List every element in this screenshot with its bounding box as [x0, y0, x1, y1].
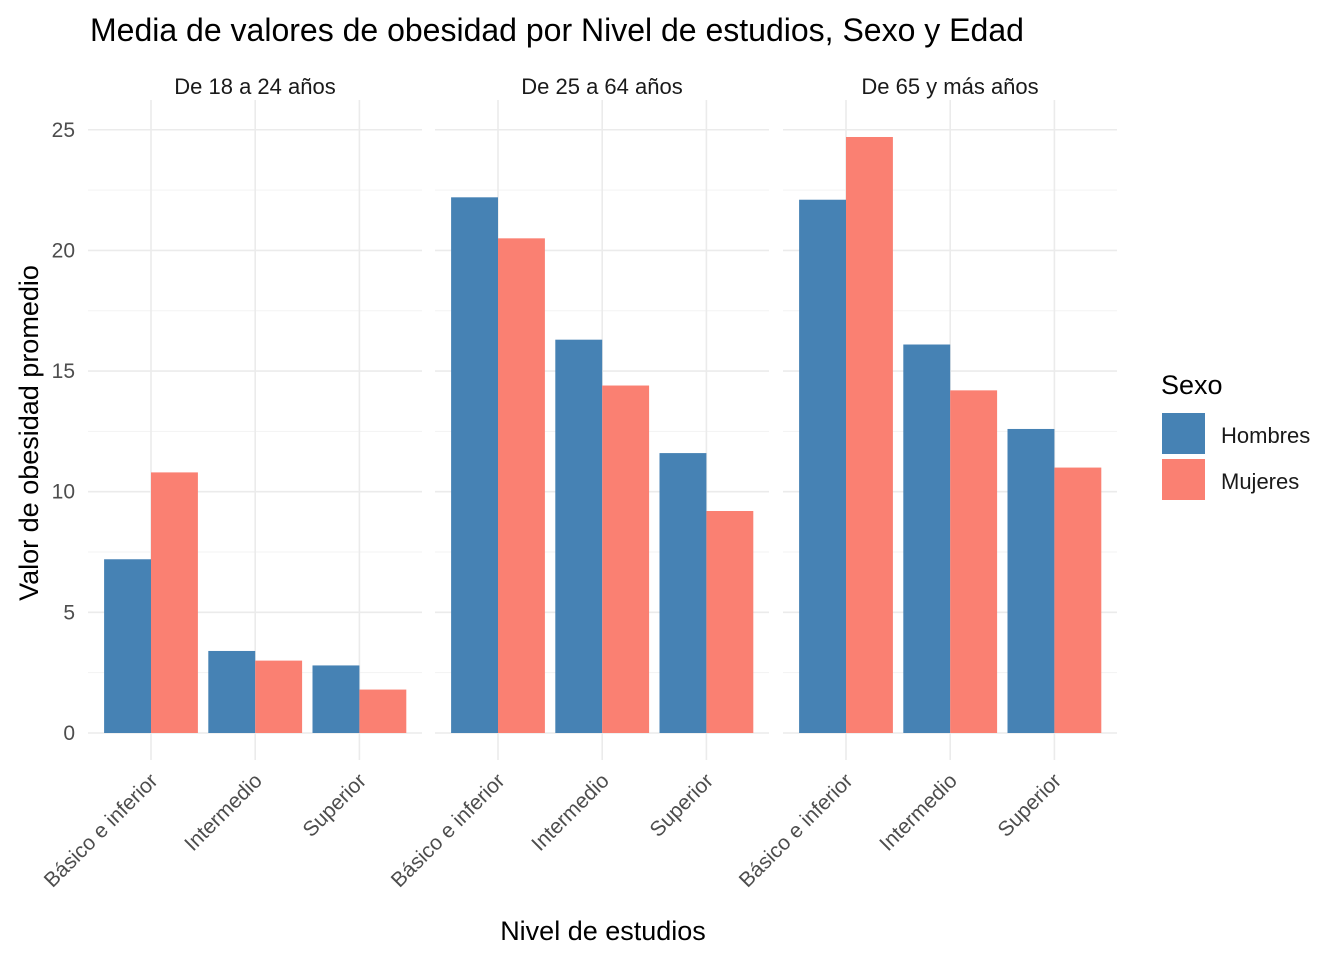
bar-mujeres-basico-e-inferior: [151, 472, 198, 733]
y-tick-label: 20: [52, 239, 75, 262]
bar-mujeres-superior: [706, 511, 754, 733]
legend-title: Sexo: [1161, 370, 1223, 400]
y-tick-label: 5: [63, 601, 75, 624]
bar-mujeres-intermedio: [602, 385, 650, 733]
facet-strip-label: De 65 y más años: [861, 74, 1038, 99]
legend-key-hombres: [1162, 413, 1205, 454]
legend: Sexo Hombres Mujeres: [1161, 370, 1310, 500]
legend-key-mujeres: [1162, 459, 1205, 500]
y-tick-label: 0: [63, 722, 75, 745]
facet-panel-1: De 18 a 24 años Básico e inferior Intermed…: [40, 74, 422, 892]
y-axis: 0 5 10 15 20 25: [52, 119, 75, 745]
y-tick-label: 25: [52, 119, 75, 142]
bar-mujeres-basico-e-inferior: [498, 238, 545, 733]
bar-mujeres-intermedio: [255, 660, 303, 733]
facet-panel-3: De 65 y más años Básico e inferior Interme…: [735, 74, 1117, 892]
bar-hombres-basico-e-inferior: [451, 197, 498, 734]
bar-mujeres-superior: [1054, 467, 1102, 733]
x-tick-label: Básico e inferior: [387, 769, 510, 892]
x-tick-label: Intermedio: [527, 769, 613, 855]
facet-panel-2: De 25 a 64 años Básico e inferior Intermed…: [387, 74, 769, 892]
x-tick-label: Superior: [646, 769, 718, 841]
bar-hombres-basico-e-inferior: [104, 559, 151, 733]
y-tick-label: 15: [52, 360, 75, 383]
x-axis-title: Nivel de estudios: [500, 916, 706, 946]
x-tick-label: Intermedio: [875, 769, 961, 855]
y-tick-label: 10: [52, 481, 75, 504]
y-axis-title: Valor de obesidad promedio: [14, 265, 44, 601]
legend-label-hombres: Hombres: [1221, 423, 1310, 448]
bar-mujeres-intermedio: [950, 390, 998, 733]
bar-mujeres-superior: [359, 689, 407, 733]
bar-hombres-intermedio: [208, 650, 256, 733]
x-tick-label: Superior: [994, 769, 1066, 841]
legend-label-mujeres: Mujeres: [1221, 469, 1299, 494]
facet-strip-label: De 18 a 24 años: [174, 74, 335, 99]
bar-hombres-intermedio: [903, 344, 951, 733]
x-tick-label: Básico e inferior: [735, 769, 858, 892]
x-tick-label: Intermedio: [180, 769, 266, 855]
x-tick-label: Básico e inferior: [40, 769, 163, 892]
x-tick-label: Superior: [299, 769, 371, 841]
chart-title: Media de valores de obesidad por Nivel d…: [90, 12, 1024, 48]
bar-hombres-superior: [659, 453, 707, 733]
bar-mujeres-basico-e-inferior: [846, 136, 893, 733]
bar-hombres-superior: [312, 665, 360, 733]
facet-strip-label: De 25 a 64 años: [521, 74, 682, 99]
bar-hombres-intermedio: [555, 339, 603, 733]
bar-hombres-superior: [1007, 428, 1055, 733]
bar-hombres-basico-e-inferior: [799, 199, 846, 734]
